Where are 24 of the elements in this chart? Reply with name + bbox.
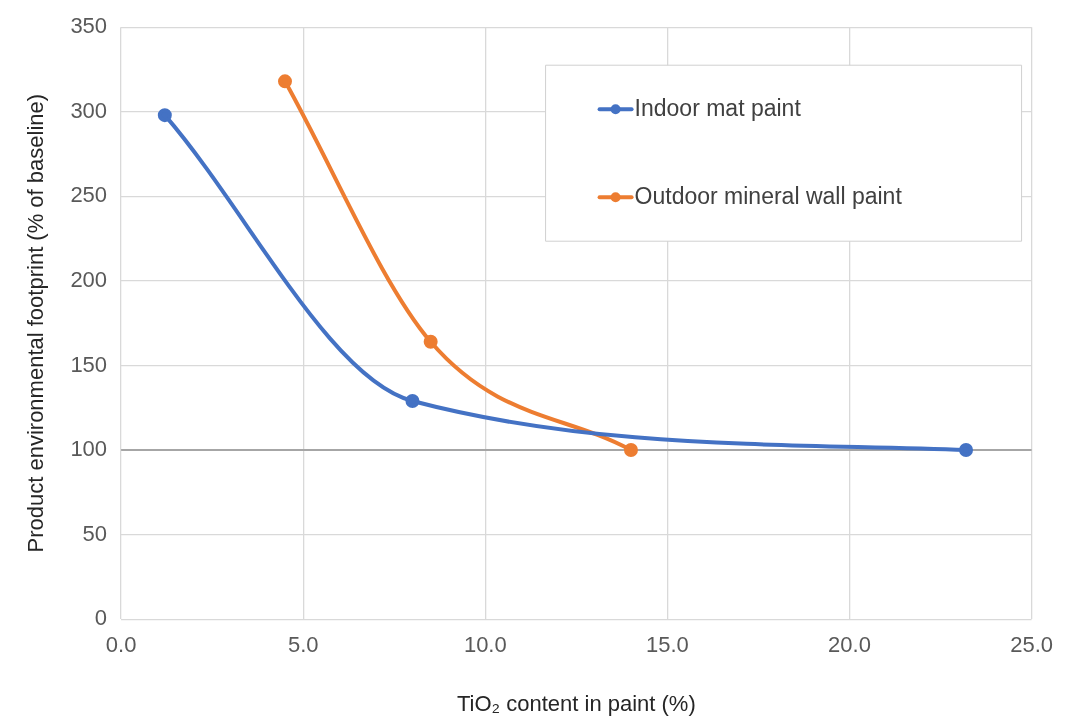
x-axis-title: TiO₂ content in paint (%)	[456, 690, 696, 716]
point	[623, 443, 638, 458]
point	[157, 108, 172, 123]
point	[405, 394, 420, 409]
y-tick-label: 300	[70, 97, 108, 123]
x-tick-label: 20.0	[828, 632, 871, 658]
point	[277, 74, 292, 89]
y-tick-label: 150	[70, 351, 108, 377]
point	[959, 443, 974, 458]
y-tick-label: 100	[70, 436, 108, 462]
x-tick-label: 25.0	[1010, 632, 1053, 658]
legend-label: Outdoor mineral wall paint	[634, 182, 903, 209]
y-axis-title: Product environmental footprint (% of baseline)	[23, 93, 49, 553]
y-tick-label: 350	[70, 13, 108, 39]
y-tick-label: 200	[70, 266, 108, 292]
x-tick-label: 15.0	[645, 632, 689, 658]
y-tick-label: 0	[94, 605, 108, 631]
point	[423, 334, 438, 349]
x-tick-label: 10.0	[463, 632, 507, 658]
y-tick-label: 50	[82, 520, 108, 546]
x-tick-label: 5.0	[287, 632, 319, 658]
x-tick-label: 0.0	[105, 632, 137, 658]
y-tick-label: 250	[70, 182, 108, 208]
legend-label: Indoor mat paint	[634, 94, 802, 121]
